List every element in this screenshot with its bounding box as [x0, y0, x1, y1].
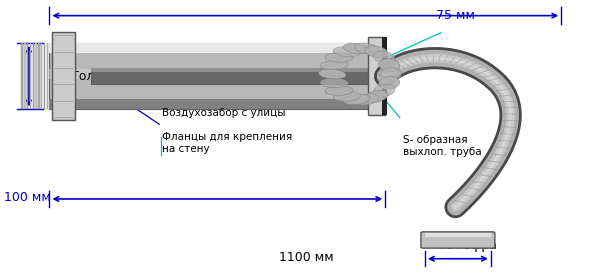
Text: Толщина стены ( макс. до 800 мм): Толщина стены ( макс. до 800 мм): [71, 69, 300, 82]
Ellipse shape: [325, 53, 353, 62]
Ellipse shape: [320, 78, 348, 88]
Polygon shape: [41, 43, 43, 109]
Polygon shape: [49, 69, 385, 79]
Polygon shape: [368, 37, 385, 115]
Ellipse shape: [365, 90, 388, 102]
Ellipse shape: [319, 69, 346, 79]
Ellipse shape: [325, 86, 353, 95]
Polygon shape: [32, 43, 34, 109]
Text: S- образная
выхлоп. труба: S- образная выхлоп. труба: [403, 135, 481, 157]
Ellipse shape: [343, 94, 370, 105]
Ellipse shape: [373, 84, 395, 97]
Polygon shape: [27, 43, 28, 109]
Text: 1100 мм: 1100 мм: [278, 251, 333, 264]
Polygon shape: [52, 32, 75, 120]
Text: 75 мм: 75 мм: [436, 9, 475, 22]
Ellipse shape: [379, 59, 400, 72]
Polygon shape: [425, 233, 491, 237]
Polygon shape: [47, 43, 48, 109]
Ellipse shape: [373, 51, 395, 64]
Polygon shape: [44, 43, 45, 109]
Polygon shape: [30, 43, 31, 109]
Ellipse shape: [354, 43, 379, 54]
Ellipse shape: [333, 47, 361, 57]
Ellipse shape: [379, 76, 400, 89]
Text: Воздухозабор с улицы: Воздухозабор с улицы: [162, 108, 286, 118]
Polygon shape: [38, 43, 40, 109]
Polygon shape: [91, 69, 379, 72]
Ellipse shape: [333, 91, 361, 101]
Polygon shape: [91, 69, 379, 84]
Ellipse shape: [354, 94, 379, 105]
FancyBboxPatch shape: [421, 232, 495, 248]
Polygon shape: [49, 43, 385, 53]
Text: Al-гофра: Al-гофра: [441, 239, 498, 252]
Text: 100 мм: 100 мм: [4, 191, 50, 204]
Ellipse shape: [343, 43, 370, 54]
Polygon shape: [24, 43, 26, 109]
Polygon shape: [382, 37, 387, 115]
Polygon shape: [49, 99, 385, 109]
Ellipse shape: [381, 67, 401, 81]
Ellipse shape: [365, 46, 388, 58]
Polygon shape: [22, 43, 23, 109]
Text: Фланцы для крепления
на стену: Фланцы для крепления на стену: [162, 132, 292, 154]
Ellipse shape: [320, 60, 348, 70]
Polygon shape: [49, 43, 385, 109]
Polygon shape: [35, 43, 37, 109]
